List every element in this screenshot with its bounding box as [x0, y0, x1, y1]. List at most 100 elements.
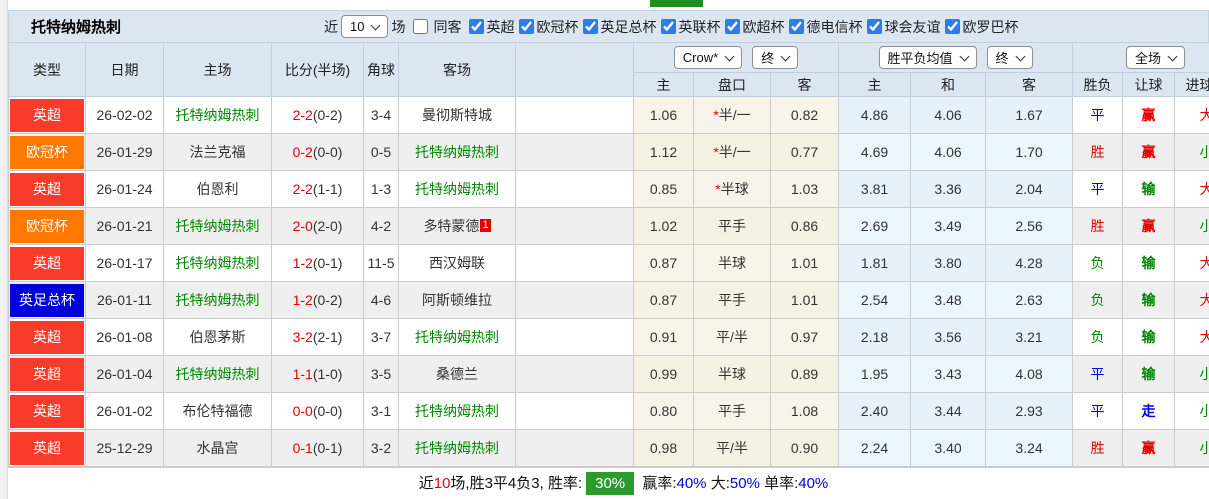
col-away: 客场: [398, 42, 516, 97]
fulltime-score: 1-1: [292, 366, 313, 382]
result-cell: 胜: [1072, 133, 1124, 171]
home-team: 水晶宫: [196, 440, 239, 456]
away-team-cell: 托特纳姆热刺: [398, 170, 516, 208]
halftime-score: (0-0): [312, 403, 343, 419]
league-label: 球会友谊: [884, 18, 941, 35]
league-filter-europa[interactable]: 欧罗巴杯: [940, 17, 1018, 37]
subcol-goals: 进球数: [1174, 72, 1209, 97]
crown-home-odds: 1.06: [633, 96, 694, 134]
recent-count-select[interactable]: 10: [341, 15, 389, 38]
avg-home-odds: 2.24: [838, 429, 912, 467]
spacer-cell: [515, 429, 634, 467]
avg-home-odds: 1.81: [838, 244, 912, 282]
crown-away-odds: 1.03: [769, 170, 840, 208]
home-team: 托特纳姆热刺: [175, 255, 260, 271]
score-cell: 0-1(0-1): [271, 429, 364, 467]
avg-home-odds: 3.81: [838, 170, 912, 208]
recent-label: 近: [324, 18, 338, 35]
result-cell: 平: [1072, 392, 1124, 430]
crown-home-odds: 0.85: [633, 170, 694, 208]
goals-cell: 小: [1174, 133, 1209, 171]
result-cell: 负: [1072, 318, 1124, 356]
goals-cell: 大: [1174, 318, 1209, 356]
home-team-cell: 托特纳姆热刺: [163, 281, 272, 319]
league-filter-telekomcup[interactable]: 德电信杯: [784, 17, 862, 37]
league-filter-eflcup[interactable]: 英联杯: [656, 17, 720, 37]
fulltime-score: 2-2: [292, 107, 313, 123]
bookmaker-period-select[interactable]: 终: [752, 46, 799, 69]
league-filter-friendly[interactable]: 球会友谊: [862, 17, 940, 37]
handicap-line-cell: 平手: [693, 281, 771, 319]
league-checkbox[interactable]: [583, 19, 599, 34]
league-filter-supercup[interactable]: 欧超杯: [720, 17, 784, 37]
league-checkbox[interactable]: [661, 19, 677, 34]
handicap-line: 平/半: [716, 329, 748, 345]
handicap-result-cell: 输: [1122, 170, 1176, 208]
away-team: 托特纳姆热刺: [415, 440, 499, 456]
result-cell: 胜: [1072, 207, 1124, 245]
single-rate-label: 单率:: [764, 475, 799, 492]
big-rate-value: 50%: [729, 475, 760, 492]
scope-select[interactable]: 全场: [1126, 46, 1186, 69]
crown-home-odds: 0.87: [633, 281, 694, 319]
match-row: 英足总杯 26-01-11 托特纳姆热刺 1-2(0-2) 4-6 阿斯顿维拉 …: [8, 281, 1209, 319]
score-cell: 2-0(2-0): [271, 207, 364, 245]
avg-home-odds: 1.95: [838, 355, 912, 393]
away-team: 托特纳姆热刺: [415, 403, 499, 419]
league-checkbox[interactable]: [945, 19, 961, 34]
score-cell: 0-0(0-0): [271, 392, 364, 430]
league-filter-ucl[interactable]: 欧冠杯: [514, 17, 578, 37]
avg-away-odds: 2.63: [985, 281, 1074, 319]
match-date: 26-01-21: [85, 207, 164, 245]
league-checkbox[interactable]: [867, 19, 883, 34]
home-team-cell: 伯恩利: [163, 170, 272, 208]
score-cell: 3-2(2-1): [271, 318, 364, 356]
away-team-cell: 多特蒙德 1: [398, 207, 516, 245]
handicap-result-cell: 赢: [1122, 96, 1176, 134]
match-row: 欧冠杯 26-01-29 法兰克福 0-2(0-0) 0-5 托特纳姆热刺 1.…: [8, 133, 1209, 171]
corner-score: 4-6: [363, 281, 399, 319]
home-team: 伯恩利: [196, 181, 239, 197]
win-rate-badge: 30%: [586, 472, 635, 495]
crown-away-odds: 1.01: [769, 244, 840, 282]
avg-odds-select[interactable]: 胜平负均值: [878, 46, 977, 69]
league-type-cell: 英超: [8, 318, 86, 356]
league-checkbox[interactable]: [789, 19, 805, 34]
result-cell: 负: [1072, 281, 1124, 319]
league-checkbox[interactable]: [519, 19, 535, 34]
goals-cell: 大: [1174, 281, 1209, 319]
league-checkbox[interactable]: [725, 19, 741, 34]
score-cell: 1-2(0-2): [271, 281, 364, 319]
league-badge: 欧冠杯: [10, 135, 84, 169]
league-filter-epl[interactable]: 英超: [464, 17, 514, 37]
bookmaker-select[interactable]: Crow*: [673, 46, 743, 69]
avg-draw-odds: 3.36: [910, 170, 987, 208]
fulltime-score: 2-0: [292, 218, 313, 234]
avg-away-odds: 2.93: [985, 392, 1074, 430]
same-away-checkbox[interactable]: [413, 19, 429, 34]
avg-away-odds: 2.04: [985, 170, 1074, 208]
halftime-score: (0-0): [312, 144, 343, 160]
subcol-handicap: 盘口: [693, 72, 771, 97]
avg-period-select[interactable]: 终: [986, 46, 1033, 69]
match-row: 欧冠杯 26-01-21 托特纳姆热刺 2-0(2-0) 4-2 多特蒙德 1 1…: [8, 207, 1209, 245]
league-badge: 英超: [10, 357, 84, 391]
match-date: 26-01-29: [85, 133, 164, 171]
avg-home-odds: 2.69: [838, 207, 912, 245]
league-checkbox[interactable]: [469, 19, 485, 34]
avg-home-odds: 4.69: [838, 133, 912, 171]
league-filter-facup[interactable]: 英足总杯: [578, 17, 656, 37]
score-cell: 2-2(1-1): [271, 170, 364, 208]
match-row: 英超 26-01-02 布伦特福德 0-0(0-0) 3-1 托特纳姆热刺 0.…: [8, 392, 1209, 430]
result-cell: 胜: [1072, 429, 1124, 467]
home-team: 法兰克福: [189, 144, 246, 160]
league-badge: 英超: [10, 394, 84, 428]
same-away-filter[interactable]: 同客: [408, 17, 464, 37]
subcol-handicap-result: 让球: [1122, 72, 1176, 97]
handicap-line-cell: *半/一: [693, 133, 771, 171]
page-title: 托特纳姆热刺: [31, 19, 122, 36]
league-label: 欧冠杯: [536, 18, 579, 35]
halftime-score: (2-1): [312, 329, 343, 345]
league-label: 英联杯: [678, 18, 721, 35]
match-date: 26-02-02: [85, 96, 164, 134]
